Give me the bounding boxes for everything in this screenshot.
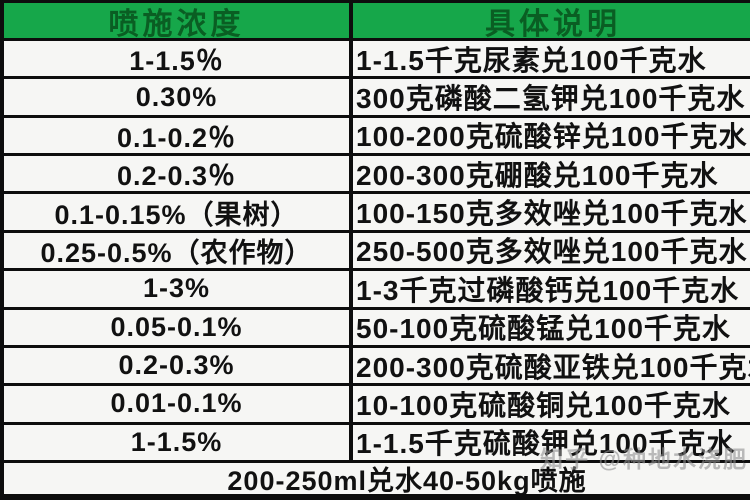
table-row: 0.01-0.1% 10-100克硫酸铜兑100千克水 [4, 386, 750, 422]
concentration-cell: 0.2-0.3% [4, 347, 353, 384]
concentration-cell: 0.1-0.15%（果树） [4, 194, 353, 230]
concentration-cell: 0.2-0.3％ [4, 156, 353, 192]
instruction-cell: 200-300克硼酸兑100千克水 [353, 156, 750, 192]
concentration-cell: 1-1.5% [4, 424, 353, 460]
instruction-cell: 100-200克硫酸锌兑100千克水 [353, 117, 750, 154]
table-row: 1-1.5％ 1-1.5千克尿素兑100千克水 [4, 41, 750, 77]
instruction-cell: 1-1.5千克尿素兑100千克水 [353, 41, 750, 77]
instruction-cell: 10-100克硫酸铜兑100千克水 [353, 386, 750, 422]
instruction-cell: 1-1.5千克硫酸钾兑100千克水 [353, 424, 750, 460]
concentration-cell: 0.25-0.5%（农作物） [4, 232, 353, 269]
concentration-cell: 0.1-0.2％ [4, 117, 353, 154]
concentration-cell: 1-3% [4, 271, 353, 307]
table-row: 0.05-0.1% 50-100克硫酸锰兑100千克水 [4, 309, 750, 345]
instruction-cell: 100-150克多效唑兑100千克水 [353, 194, 750, 230]
concentration-cell: 1-1.5％ [4, 41, 353, 77]
table-row: 0.1-0.15%（果树） 100-150克多效唑兑100千克水 [4, 194, 750, 230]
table-row: 0.2-0.3％ 200-300克硼酸兑100千克水 [4, 156, 750, 192]
concentration-cell: 0.05-0.1% [4, 309, 353, 345]
table-row: 1-3% 1-3千克过磷酸钙兑100千克水 [4, 271, 750, 307]
concentration-cell: 0.30% [4, 79, 353, 115]
table-row: 1-1.5% 1-1.5千克硫酸钾兑100千克水 [4, 424, 750, 460]
table-header-row: 喷施浓度 具体说明 [4, 3, 750, 38]
column-header-concentration: 喷施浓度 [4, 3, 353, 38]
concentration-cell: 0.01-0.1% [4, 386, 353, 422]
table-row: 0.1-0.2％ 100-200克硫酸锌兑100千克水 [4, 117, 750, 154]
column-header-instruction: 具体说明 [353, 3, 750, 38]
instruction-cell: 300克磷酸二氢钾兑100千克水 [353, 79, 750, 115]
instruction-cell: 250-500克多效唑兑100千克水 [353, 232, 750, 269]
instruction-cell: 50-100克硫酸锰兑100千克水 [353, 309, 750, 345]
instruction-cell: 200-300克硫酸亚铁兑100千克水 [353, 347, 750, 384]
table-footer-row: 200-250ml兑水40-50kg喷施 [4, 462, 750, 494]
instruction-cell: 1-3千克过磷酸钙兑100千克水 [353, 271, 750, 307]
table-row: 0.30% 300克磷酸二氢钾兑100千克水 [4, 79, 750, 115]
table-row: 0.25-0.5%（农作物） 250-500克多效唑兑100千克水 [4, 232, 750, 269]
footer-merged-cell: 200-250ml兑水40-50kg喷施 [4, 462, 750, 494]
table-row: 0.2-0.3% 200-300克硫酸亚铁兑100千克水 [4, 347, 750, 384]
